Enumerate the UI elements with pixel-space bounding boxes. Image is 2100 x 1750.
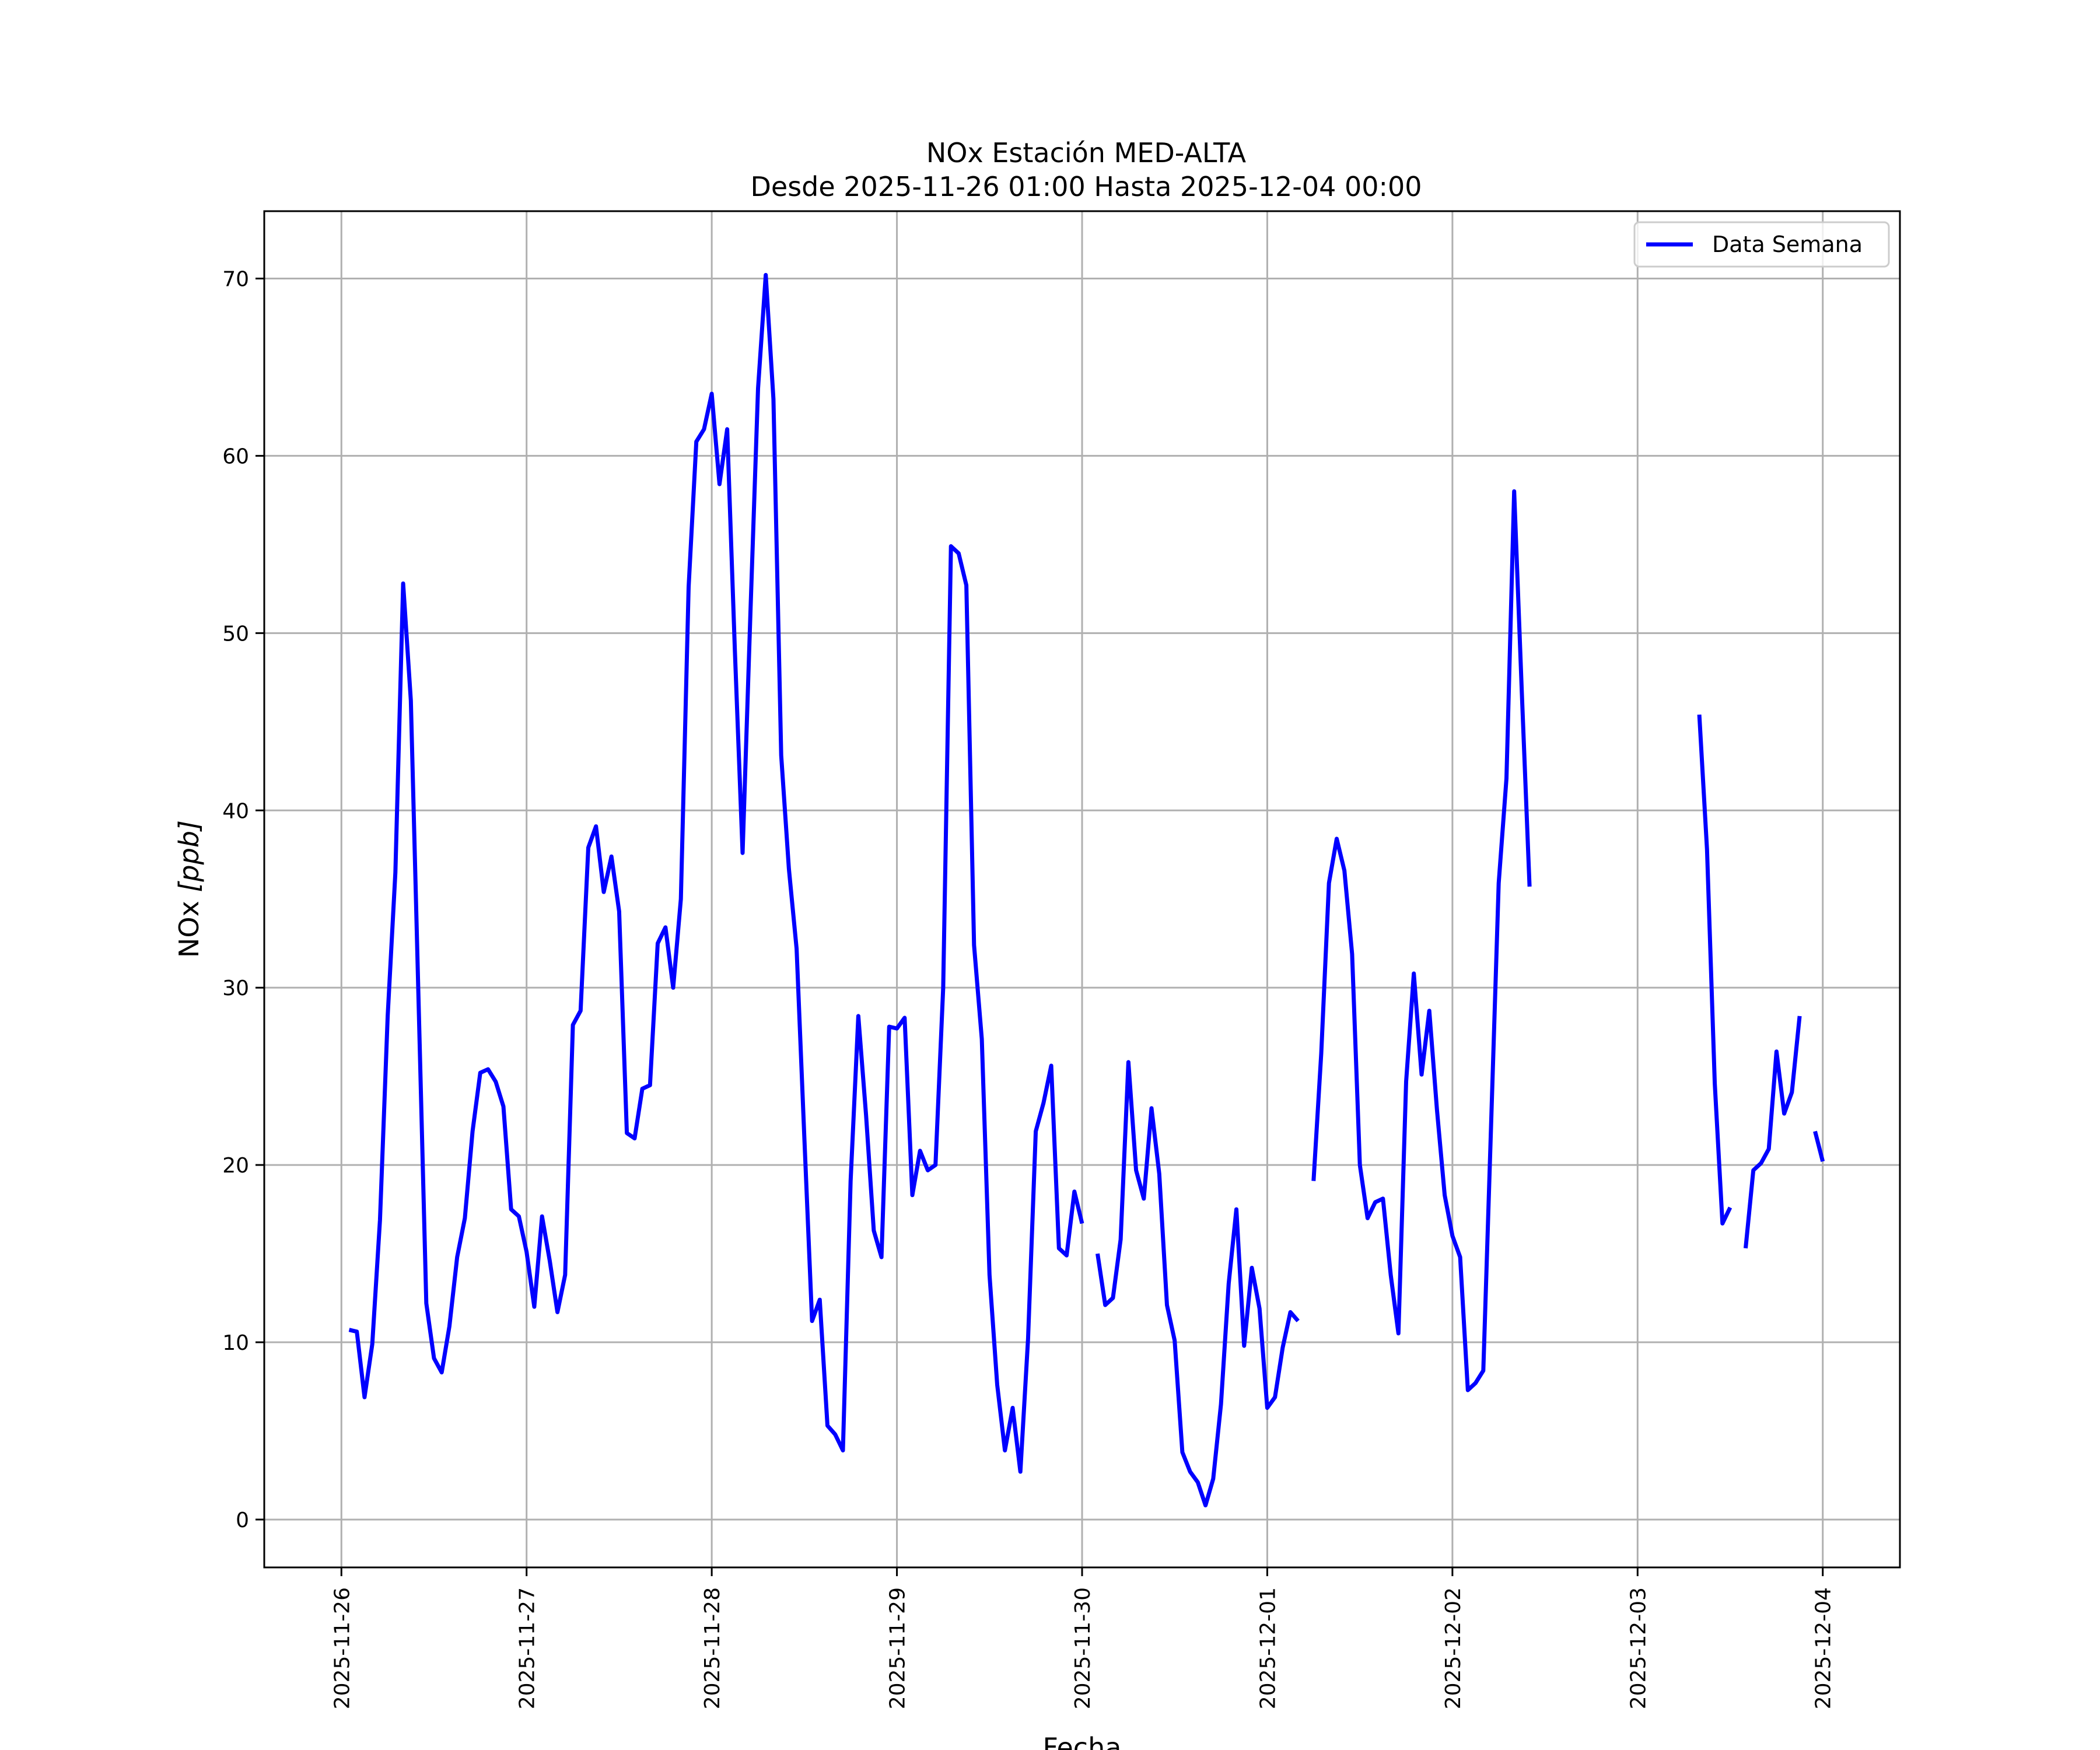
legend: Data Semana xyxy=(1633,221,1890,268)
x-axis-label: Fecha xyxy=(1043,1732,1122,1750)
x-tick-label: 2025-12-01 xyxy=(1256,1587,1280,1709)
y-axis-label: NOx [ppb] xyxy=(173,820,205,958)
x-tick-label: 2025-12-04 xyxy=(1812,1587,1836,1709)
y-tick-label: 40 xyxy=(222,799,249,823)
grid-lines xyxy=(264,211,1900,1567)
axis-ticks: 2025-11-26 2025-11-27 2025-11-28 2025-11-29… xyxy=(222,267,1836,1709)
x-tick-label: 2025-12-03 xyxy=(1626,1587,1650,1709)
x-tick-label: 2025-11-26 xyxy=(330,1587,354,1709)
x-tick-label: 2025-11-28 xyxy=(701,1587,724,1709)
y-tick-label: 30 xyxy=(222,977,249,1000)
x-tick-label: 2025-11-27 xyxy=(516,1587,540,1709)
x-tick-label: 2025-11-30 xyxy=(1071,1587,1095,1709)
y-tick-label: 70 xyxy=(222,267,249,291)
y-axis-label-unit: [ppb] xyxy=(173,820,205,892)
legend-label-data-semana: Data Semana xyxy=(1712,232,1863,257)
series-line-segment xyxy=(1311,489,1532,1392)
chart-subtitle: Desde 2025-11-26 01:00 Hasta 2025-12-04 … xyxy=(750,171,1422,202)
series-line-segment xyxy=(1813,1130,1825,1162)
y-axis-label-prefix: NOx xyxy=(173,901,205,958)
y-tick-label: 50 xyxy=(222,622,249,646)
y-tick-label: 0 xyxy=(236,1508,249,1532)
legend-frame xyxy=(1633,221,1890,268)
x-tick-label: 2025-12-02 xyxy=(1441,1587,1465,1709)
y-tick-label: 20 xyxy=(222,1154,249,1178)
y-tick-label: 10 xyxy=(222,1331,249,1355)
plot-frame xyxy=(263,210,1901,1569)
chart-title: NOx Estación MED-ALTA xyxy=(926,137,1247,169)
series-line-segment xyxy=(1697,714,1732,1226)
y-tick-label: 60 xyxy=(222,444,249,468)
series-layer xyxy=(348,272,1825,1508)
series-line-segment xyxy=(1096,1060,1300,1508)
series-line-segment xyxy=(348,272,1084,1474)
x-tick-label: 2025-11-29 xyxy=(886,1587,910,1709)
series-line-segment xyxy=(1744,1016,1802,1249)
